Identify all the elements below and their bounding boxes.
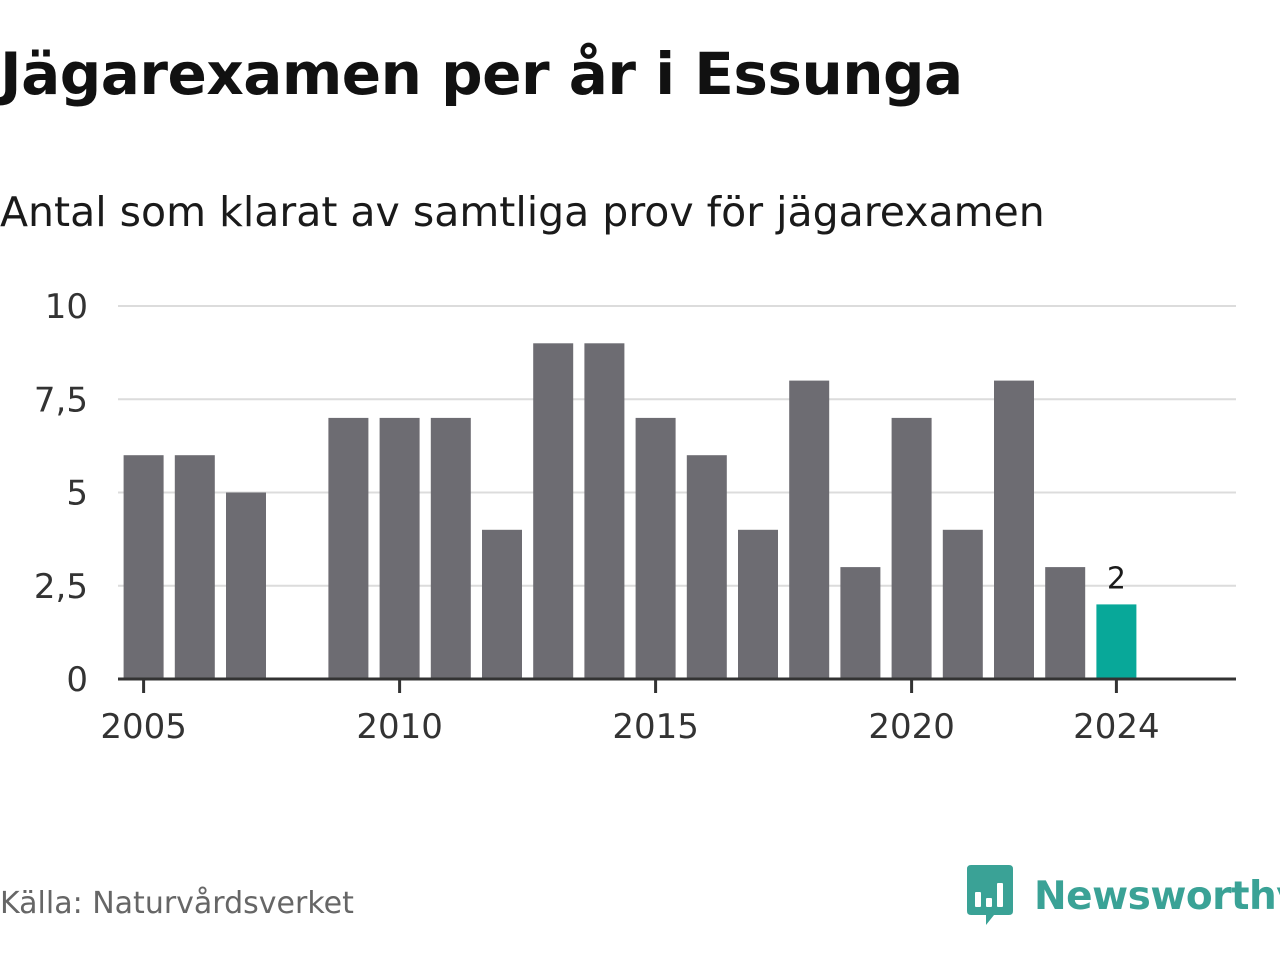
bar	[635, 417, 676, 679]
x-tick-label: 2020	[868, 707, 955, 747]
x-tick-label: 2024	[1073, 707, 1160, 747]
y-tick-label: 2,5	[34, 567, 88, 607]
x-tick-label: 2015	[612, 707, 699, 747]
x-tick-label: 2010	[356, 707, 443, 747]
bar	[328, 417, 369, 679]
y-tick-label: 0	[66, 660, 88, 700]
bar	[840, 567, 881, 679]
bar	[430, 417, 471, 679]
chart-title: Jägarexamen per år i Essunga	[0, 40, 963, 108]
bar	[891, 417, 932, 679]
newsworthy-logo-icon	[967, 865, 1013, 925]
bar	[533, 343, 574, 679]
bar	[226, 492, 266, 679]
bar	[789, 380, 830, 679]
bar	[738, 529, 778, 679]
bar-chart: 0 2,5 5 7,5 10 2 2005 2010 2015 2020 2024	[34, 287, 1236, 747]
bar	[584, 343, 625, 679]
chart-subtitle: Antal som klarat av samtliga prov för jä…	[0, 188, 1045, 236]
brand-name: Newsworthy	[1034, 873, 1280, 919]
axes	[118, 677, 1236, 693]
brand-logo: Newsworthy	[964, 864, 1280, 928]
labels: 0 2,5 5 7,5 10 2 2005 2010 2015 2020 2024	[34, 287, 1160, 747]
bar	[1045, 567, 1086, 679]
bar	[379, 417, 420, 679]
bar	[174, 455, 215, 679]
bars	[123, 343, 1137, 679]
source-note: Källa: Naturvårdsverket	[0, 886, 354, 921]
y-tick-label: 10	[45, 287, 88, 327]
bar	[686, 455, 727, 679]
bar	[942, 529, 983, 679]
gridlines	[118, 305, 1236, 587]
y-tick-label: 5	[66, 474, 88, 514]
y-tick-label: 7,5	[34, 380, 88, 420]
x-tick-label: 2005	[100, 707, 187, 747]
bar	[994, 380, 1034, 679]
data-label: 2	[1107, 561, 1126, 596]
bar	[482, 529, 522, 679]
bar	[123, 455, 164, 679]
bar-highlight	[1096, 604, 1137, 679]
